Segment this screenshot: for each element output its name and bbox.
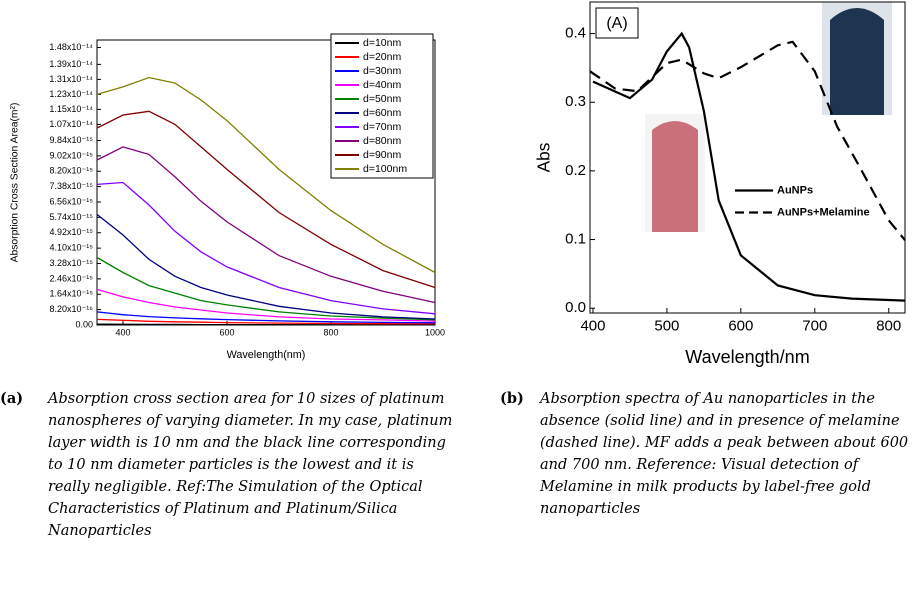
x-tick-label: 600 bbox=[219, 327, 234, 337]
y-tick-label: 0.3 bbox=[565, 93, 586, 110]
x-tick-label: 800 bbox=[323, 327, 338, 337]
caption: (b) Absorption spectra of Au nanoparticl… bbox=[500, 388, 918, 588]
y-tick-label: 4.92x10⁻¹⁵ bbox=[49, 227, 93, 237]
caption-label: (b) bbox=[500, 390, 524, 407]
y-tick-label: 0.4 bbox=[565, 25, 586, 42]
series-line bbox=[96, 146, 436, 304]
y-tick-label: 3.28x10⁻¹⁵ bbox=[49, 258, 93, 268]
series-line bbox=[96, 256, 436, 321]
y-tick-label: 1.23x10⁻¹⁴ bbox=[49, 89, 93, 99]
plot-frame bbox=[589, 1, 906, 314]
y-tick-label: 0.0 bbox=[565, 299, 586, 316]
y-tick-label: 1.48x10⁻¹⁴ bbox=[49, 42, 93, 52]
y-tick-label: 6.56x10⁻¹⁵ bbox=[49, 196, 93, 206]
series-line bbox=[96, 76, 436, 274]
y-axis-label: Abs bbox=[534, 143, 554, 173]
tube-blue bbox=[830, 8, 884, 115]
legend-label: d=20nm bbox=[363, 51, 401, 63]
x-tick-label: 700 bbox=[802, 317, 827, 334]
tube-pink bbox=[652, 121, 698, 232]
y-tick-label: 1.64x10⁻¹⁵ bbox=[49, 289, 93, 299]
x-tick-label: 500 bbox=[654, 317, 679, 334]
y-tick-label: 2.46x10⁻¹⁵ bbox=[49, 273, 93, 283]
legend-label: d=60nm bbox=[363, 107, 401, 119]
x-tick-label: 1000 bbox=[425, 327, 445, 337]
series-line bbox=[96, 311, 436, 324]
x-tick-label: 400 bbox=[115, 327, 130, 337]
legend-label: d=10nm bbox=[363, 37, 401, 49]
legend-label: AuNPs+Melamine bbox=[777, 206, 870, 218]
y-tick-label: 0.1 bbox=[565, 231, 586, 248]
figure: 0.00 8.20x10⁻¹⁶ 1.64x10⁻¹⁵ 2.46x10⁻¹⁵ 3.28x1… bbox=[10, 1, 906, 367]
x-tick-label: 400 bbox=[580, 317, 605, 334]
legend-label: d=80nm bbox=[363, 135, 401, 147]
legend-label: AuNPs bbox=[777, 184, 813, 196]
y-tick-label: 0.00 bbox=[75, 319, 93, 329]
y-tick-label: 1.39x10⁻¹⁴ bbox=[49, 59, 93, 69]
y-tick-label: 9.02x10⁻¹⁵ bbox=[49, 150, 93, 160]
y-tick-label: 1.15x10⁻¹⁴ bbox=[49, 104, 93, 114]
series-line bbox=[96, 110, 436, 289]
y-tick-label: 8.20x10⁻¹⁵ bbox=[49, 166, 93, 176]
annotation-box bbox=[595, 7, 639, 39]
y-tick-label: 0.2 bbox=[565, 162, 586, 179]
x-axis-label: Wavelength(nm) bbox=[227, 349, 306, 361]
caption-label: (a) bbox=[0, 390, 24, 407]
y-tick-label: 8.20x10⁻¹⁶ bbox=[50, 304, 94, 314]
y-tick-label: 5.74x10⁻¹⁵ bbox=[49, 212, 93, 222]
series-line bbox=[96, 323, 435, 326]
y-tick-label: 1.07x10⁻¹⁴ bbox=[49, 119, 93, 129]
y-tick-label: 1.31x10⁻¹⁴ bbox=[49, 74, 93, 84]
series-line bbox=[96, 318, 436, 325]
legend-label: d=90nm bbox=[363, 149, 401, 161]
legend-label: d=70nm bbox=[363, 121, 401, 133]
y-tick-label: 9.84x10⁻¹⁵ bbox=[49, 135, 93, 145]
caption-text: Absorption spectra of Au nanoparticles i… bbox=[540, 391, 909, 517]
series-line bbox=[96, 181, 436, 315]
annotation: (A) bbox=[606, 15, 627, 32]
y-tick-label: 4.10x10⁻¹⁵ bbox=[49, 243, 93, 253]
x-tick-label: 600 bbox=[728, 317, 753, 334]
legend-label: d=30nm bbox=[363, 65, 401, 77]
y-tick-label: 7.38x10⁻¹⁵ bbox=[49, 181, 93, 191]
caption-text: Absorption cross section area for 10 siz… bbox=[48, 391, 453, 539]
x-tick-label: 800 bbox=[876, 317, 901, 334]
series-line bbox=[96, 213, 436, 320]
series-line bbox=[96, 288, 436, 322]
caption: (a) Absorption cross section area for 10… bbox=[0, 388, 460, 588]
x-axis-label: Wavelength/nm bbox=[685, 347, 809, 367]
legend-label: d=40nm bbox=[363, 79, 401, 91]
legend-label: d=50nm bbox=[363, 93, 401, 105]
series-line bbox=[589, 40, 906, 241]
y-axis-label: Absorption Cross Section Area(m²) bbox=[10, 103, 21, 263]
legend-label: d=100nm bbox=[363, 163, 407, 175]
